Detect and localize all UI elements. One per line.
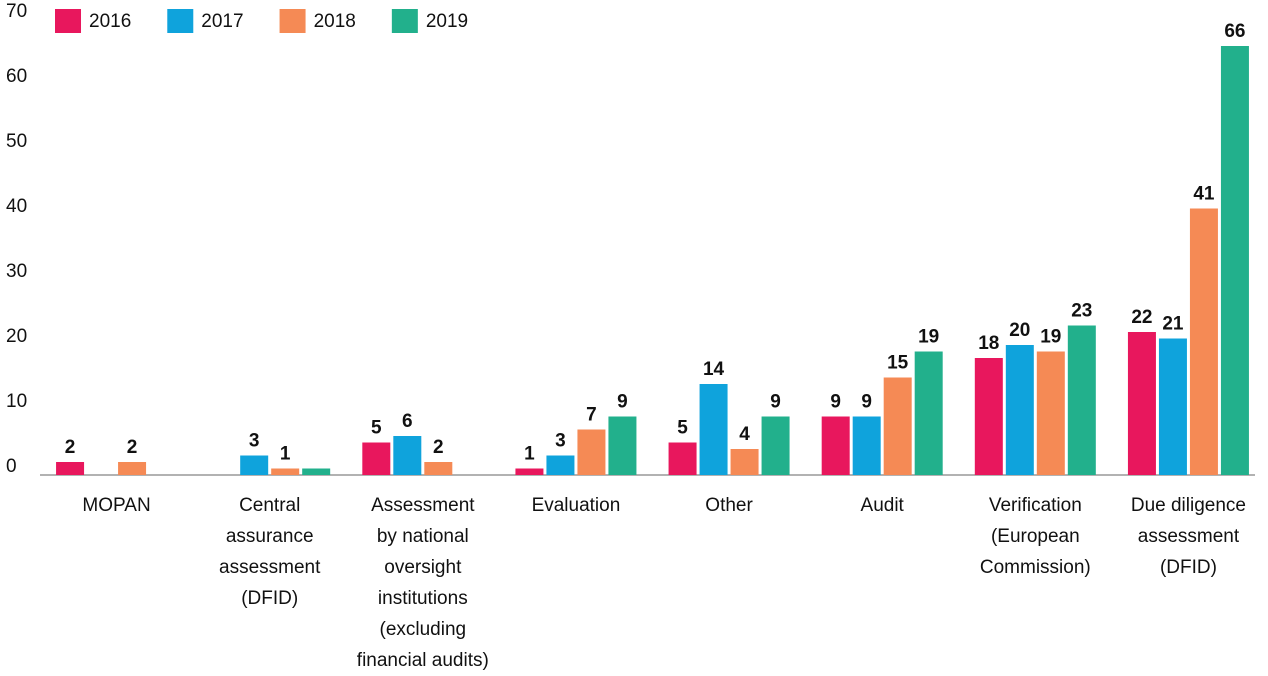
bar bbox=[914, 351, 943, 475]
value-label: 18 bbox=[978, 333, 999, 354]
legend-swatch bbox=[167, 9, 194, 33]
x-tick-label: Other bbox=[705, 495, 753, 516]
bar bbox=[118, 462, 147, 475]
x-tick-label: Due diligence assessment (DFID) bbox=[1131, 495, 1246, 578]
bar bbox=[1158, 338, 1187, 475]
bar bbox=[974, 358, 1003, 475]
bar bbox=[577, 429, 606, 475]
bar bbox=[271, 468, 300, 475]
x-tick-label: Central assurance assessment (DFID) bbox=[219, 495, 321, 609]
value-label: 5 bbox=[677, 418, 688, 439]
legend-label: 2019 bbox=[426, 11, 468, 32]
bar bbox=[424, 462, 453, 475]
bar bbox=[1005, 345, 1034, 475]
x-tick-label: Assessment by national oversight institutio… bbox=[357, 495, 489, 671]
bar bbox=[56, 462, 85, 475]
legend-swatch bbox=[279, 9, 306, 33]
value-label: 41 bbox=[1193, 184, 1215, 205]
bar bbox=[821, 416, 850, 475]
y-tick-label: 30 bbox=[6, 261, 27, 282]
value-label: 9 bbox=[830, 392, 841, 413]
value-label: 7 bbox=[586, 405, 597, 426]
y-tick-label: 40 bbox=[6, 196, 27, 217]
value-label: 2 bbox=[65, 437, 76, 458]
bar bbox=[761, 416, 790, 475]
x-tick-label: Evaluation bbox=[532, 495, 621, 516]
bar bbox=[852, 416, 881, 475]
legend-swatch bbox=[55, 9, 81, 33]
bar bbox=[1189, 208, 1218, 475]
value-label: 14 bbox=[703, 359, 725, 380]
value-label: 21 bbox=[1162, 314, 1184, 335]
legend-swatch bbox=[391, 9, 418, 33]
value-label: 9 bbox=[861, 392, 872, 413]
value-label: 66 bbox=[1224, 21, 1245, 42]
y-tick-label: 70 bbox=[6, 1, 27, 22]
bar bbox=[515, 468, 544, 475]
value-label: 15 bbox=[887, 353, 909, 374]
x-tick-label: Audit bbox=[861, 495, 905, 516]
legend-label: 2017 bbox=[201, 11, 243, 32]
bar bbox=[362, 442, 391, 475]
bar bbox=[1127, 332, 1156, 475]
x-tick-label: Verification (European Commission) bbox=[980, 495, 1091, 578]
y-tick-label: 20 bbox=[6, 326, 27, 347]
y-tick-label: 10 bbox=[6, 391, 27, 412]
bar bbox=[699, 384, 728, 475]
x-tick-label: MOPAN bbox=[82, 495, 150, 516]
bar bbox=[1036, 351, 1065, 475]
bar bbox=[1220, 46, 1249, 475]
value-label: 2 bbox=[127, 437, 138, 458]
value-label: 2 bbox=[433, 437, 444, 458]
y-tick-label: 0 bbox=[6, 456, 17, 477]
bar bbox=[1067, 325, 1096, 475]
legend-label: 2018 bbox=[314, 11, 356, 32]
legend-label: 2016 bbox=[89, 11, 131, 32]
y-tick-label: 60 bbox=[6, 66, 27, 87]
value-label: 3 bbox=[249, 431, 260, 452]
value-label: 9 bbox=[770, 392, 781, 413]
bar bbox=[730, 449, 759, 475]
value-label: 4 bbox=[739, 424, 750, 445]
value-label: 19 bbox=[918, 327, 939, 348]
value-label: 19 bbox=[1040, 327, 1061, 348]
bar bbox=[883, 377, 912, 475]
value-label: 6 bbox=[402, 411, 413, 432]
bar bbox=[240, 455, 269, 475]
bar bbox=[393, 436, 422, 475]
value-label: 23 bbox=[1071, 301, 1092, 322]
value-label: 1 bbox=[280, 444, 291, 465]
bar bbox=[608, 416, 637, 475]
bar bbox=[546, 455, 575, 475]
y-tick-label: 50 bbox=[6, 131, 27, 152]
value-label: 20 bbox=[1009, 320, 1030, 341]
bar bbox=[302, 468, 331, 475]
value-label: 3 bbox=[555, 431, 566, 452]
bar bbox=[668, 442, 697, 475]
value-label: 5 bbox=[371, 418, 382, 439]
value-label: 22 bbox=[1131, 307, 1152, 328]
value-label: 1 bbox=[524, 444, 535, 465]
value-label: 9 bbox=[617, 392, 628, 413]
